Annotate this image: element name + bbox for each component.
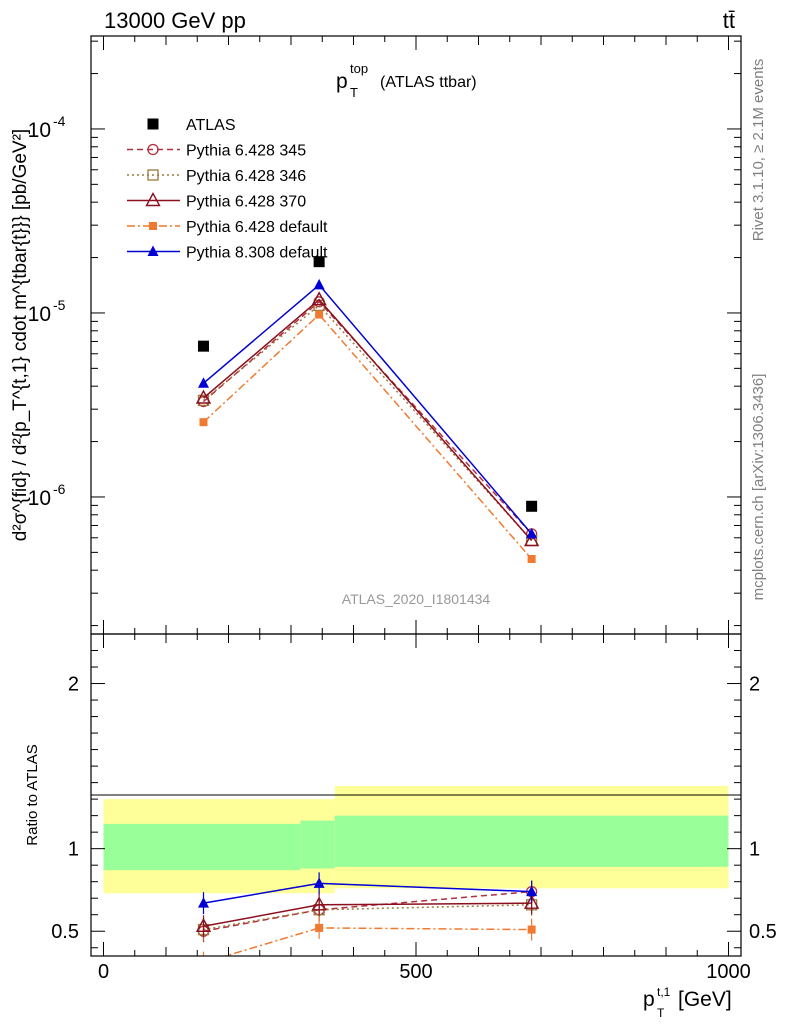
xlabel-p: p: [643, 988, 655, 1011]
series-p370: [195, 291, 540, 547]
series-p6def: [199, 310, 536, 564]
ratio-point-p370: [523, 894, 540, 909]
upper-ytick-label: 10: [28, 487, 51, 510]
lower-panel: 0.5 0.5 1 1 2 2 0 500 1000 Ratio to ATLAS: [24, 633, 777, 983]
upper-ytick-exponent: -4: [53, 113, 66, 129]
upper-ytick-exponent: -6: [53, 481, 66, 497]
point-p8def: [526, 527, 538, 539]
mcplots-label: mcplots.cern.ch [arXiv:1306.3436]: [750, 374, 767, 601]
legend-marker-atlas: [147, 118, 159, 130]
lower-ytick-label-right: 2: [749, 674, 760, 696]
lower-ytick-label-left: 2: [68, 674, 79, 696]
ratio-point-p370: [195, 917, 212, 932]
legend-marker-p345: [147, 143, 159, 156]
point-p8def: [313, 278, 325, 290]
ratio-point-p8def: [313, 877, 325, 888]
upper-ytick-label: 10: [28, 119, 51, 142]
series-p345: [197, 296, 538, 540]
ratio-line-p6def: [222, 927, 532, 956]
legend-marker-p346: [147, 169, 159, 181]
point-p6def: [527, 555, 536, 564]
ratio-series-p8def: [198, 872, 538, 915]
point-atlas: [313, 256, 325, 268]
series-line-p370: [203, 298, 533, 541]
ratio-point-p6def: [200, 959, 208, 967]
plot-title-sub: T: [350, 85, 358, 100]
point-atlas: [198, 340, 209, 352]
point-atlas: [526, 500, 538, 512]
point-p370: [195, 389, 212, 404]
legend-marker-p8def: [147, 245, 159, 256]
series-line-p345: [203, 300, 533, 535]
plot-title-sup: top: [350, 61, 368, 76]
xlabel-sup: t,1: [657, 985, 671, 999]
point-p6def: [199, 418, 208, 427]
series-line-p346: [203, 304, 533, 541]
legend-label-atlas: ATLAS: [186, 117, 236, 134]
series-p346: [197, 299, 538, 547]
upper-ylabel-text: d²σ^{fid} / d²{p_T^{t,1} cdot m^{tbar{t}…: [10, 129, 31, 541]
plot-title-main: p: [336, 70, 348, 93]
legend-label-p6def: Pythia 6.428 default: [186, 219, 328, 236]
legend-label-p8def: Pythia 8.308 default: [186, 245, 328, 262]
series-line-p6def: [202, 313, 533, 560]
point-p370: [311, 291, 327, 306]
uncertainty-band-inner: [103, 823, 301, 871]
series-atlas: [198, 256, 538, 512]
watermark: ATLAS_2020_I1801434: [342, 591, 491, 607]
header-right: tt̄: [723, 8, 735, 33]
lower-ylabel: Ratio to ATLAS: [24, 744, 41, 845]
legend-label-p370: Pythia 6.428 370: [186, 194, 306, 211]
legend: ATLAS Pythia 6.428 345 Pythia 6.428 346 Pyt…: [127, 117, 328, 262]
x-axis-label: p t,1 T [GeV]: [643, 985, 732, 1020]
xtick-label: 1000: [706, 961, 751, 983]
rivet-label: Rivet 3.1.10, ≥ 2.1M events: [750, 59, 767, 242]
xlabel-sub: T: [657, 1006, 665, 1020]
header-left: 13000 GeV pp: [104, 8, 246, 33]
upper-ytick-label: 10: [28, 303, 51, 326]
ratio-series-p6def: [200, 916, 536, 967]
legend-marker-p6def: [149, 222, 157, 230]
plot-title-rest: (ATLAS ttbar): [380, 74, 477, 91]
point-p8def: [198, 377, 209, 388]
upper-ylabel: d²σ^{fid} / d²{p_T^{t,1} cdot m^{tbar{t}…: [10, 129, 31, 541]
side-labels: Rivet 3.1.10, ≥ 2.1M events mcplots.cern…: [750, 59, 767, 601]
legend-marker-p370: [145, 192, 161, 207]
lower-ytick-label-left: 1: [68, 839, 79, 861]
lower-ytick-label-left: 0.5: [51, 921, 79, 943]
ratio-point-p6def: [527, 925, 536, 934]
series-line-p8def: [203, 283, 533, 535]
legend-label-p346: Pythia 6.428 346: [186, 168, 306, 185]
ratio-line-p345: [203, 890, 532, 932]
lower-ytick-label-right: 1: [749, 839, 760, 861]
ratio-point-p8def: [526, 885, 538, 897]
upper-ytick-exponent: -5: [53, 297, 66, 313]
series-p8def: [198, 278, 538, 539]
xtick-label: 500: [399, 961, 432, 983]
ratio-point-p370: [311, 896, 327, 911]
xtick-label: 0: [98, 961, 109, 983]
legend-label-p345: Pythia 6.428 345: [186, 143, 306, 160]
upper-panel: 10-610-510-4 p top T (ATLAS ttbar) ATLAS…: [28, 35, 742, 635]
xlabel-unit: [GeV]: [678, 988, 732, 1011]
ratio-series-p370: [195, 892, 540, 938]
point-p6def: [315, 310, 324, 319]
uncertainty-band-inner: [300, 820, 335, 869]
point-p370: [523, 532, 540, 547]
ratio-point-p8def: [198, 897, 209, 908]
ratio-point-p6def: [315, 923, 324, 932]
lower-ytick-label-right: 0.5: [749, 921, 777, 943]
uncertainty-band-inner: [334, 815, 729, 867]
